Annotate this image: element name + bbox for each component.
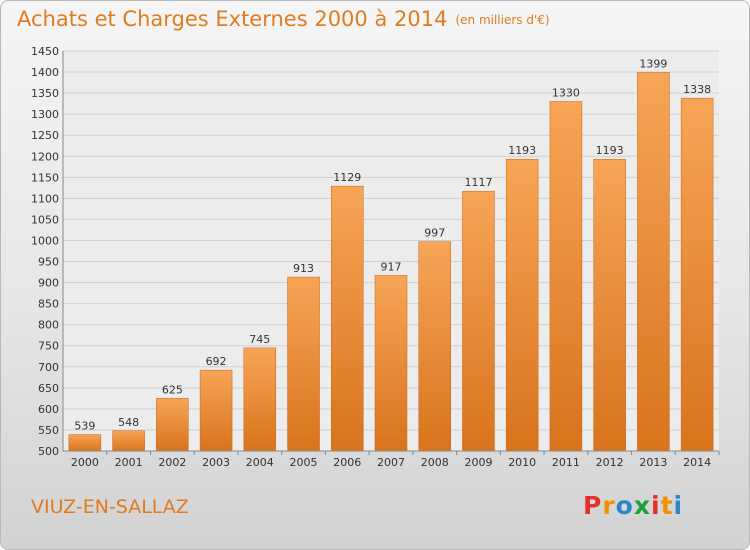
- x-tick-label-2000: 2000: [71, 456, 99, 469]
- y-tick-label: 650: [38, 382, 59, 395]
- y-tick-label: 750: [38, 340, 59, 353]
- data-label-2009: 1117: [464, 176, 492, 189]
- x-tick-label-2003: 2003: [202, 456, 230, 469]
- data-label-2010: 1193: [508, 144, 536, 157]
- x-tick-label-2014: 2014: [683, 456, 711, 469]
- x-tick-label-2009: 2009: [464, 456, 492, 469]
- y-tick-label: 1400: [31, 66, 59, 79]
- bar-2014: [680, 97, 714, 452]
- data-label-2014: 1338: [683, 83, 711, 96]
- y-tick-label: 850: [38, 298, 59, 311]
- bar-2013: [637, 72, 670, 452]
- data-label-2004: 745: [249, 333, 270, 346]
- bar-2005: [287, 276, 320, 452]
- x-tick-label-2012: 2012: [596, 456, 624, 469]
- x-tick-label-2001: 2001: [115, 456, 143, 469]
- logo-letter: r: [602, 491, 616, 520]
- y-tick-label: 950: [38, 256, 59, 269]
- data-label-2001: 548: [118, 416, 139, 429]
- logo-letter: o: [615, 491, 634, 520]
- y-tick-label: 800: [38, 319, 59, 332]
- logo-letter: x: [633, 491, 651, 520]
- x-tick-label-2011: 2011: [552, 456, 580, 469]
- data-label-2000: 539: [74, 420, 95, 433]
- proxiti-logo[interactable]: Proxiti: [583, 491, 683, 520]
- data-label-2012: 1193: [596, 144, 624, 157]
- bar-2012: [593, 158, 626, 452]
- logo-letter: i: [651, 491, 661, 520]
- chart-title-text: Achats et Charges Externes 2000 à 2014: [17, 7, 448, 31]
- x-tick-label-2005: 2005: [290, 456, 318, 469]
- y-tick-label: 1350: [31, 87, 59, 100]
- x-tick-label-2004: 2004: [246, 456, 274, 469]
- x-tick-label-2006: 2006: [333, 456, 361, 469]
- y-tick-label: 1200: [31, 150, 59, 163]
- bar-2003: [199, 369, 233, 452]
- bars: 539 548 625 692 745 913 1129 917 997 1117 1193 1330…: [68, 57, 714, 452]
- data-label-2006: 1129: [333, 171, 361, 184]
- chart-title: Achats et Charges Externes 2000 à 2014 (e…: [17, 7, 550, 31]
- data-label-2002: 625: [162, 383, 183, 396]
- logo-letter: P: [583, 491, 603, 520]
- data-label-2003: 692: [206, 355, 227, 368]
- y-tick-label: 550: [38, 424, 59, 437]
- bar-2002: [156, 398, 189, 452]
- x-tick-label-2013: 2013: [639, 456, 667, 469]
- y-tick-label: 1050: [31, 213, 59, 226]
- y-tick-label: 1150: [31, 171, 59, 184]
- data-label-2008: 997: [424, 227, 445, 240]
- bar-2004: [243, 347, 277, 452]
- y-tick-label: 1100: [31, 192, 59, 205]
- x-tick-label-2002: 2002: [158, 456, 186, 469]
- logo-letter: i: [673, 491, 684, 520]
- data-label-2005: 913: [293, 262, 314, 275]
- bar-2011: [549, 101, 583, 452]
- y-tick-label: 1450: [31, 45, 59, 58]
- y-tick-label: 1300: [31, 108, 59, 121]
- y-tick-label: 1000: [31, 234, 59, 247]
- data-label-2013: 1399: [639, 57, 667, 70]
- chart-subtitle: (en milliers d'€): [455, 13, 550, 27]
- data-label-2011: 1330: [552, 87, 580, 100]
- bar-2007: [374, 275, 408, 452]
- y-tick-label: 900: [38, 277, 59, 290]
- bar-2008: [418, 241, 451, 452]
- y-tick-label: 1250: [31, 129, 59, 142]
- commune-name: VIUZ-EN-SALLAZ: [31, 496, 189, 518]
- bar-2001: [112, 430, 145, 452]
- x-tick-label-2010: 2010: [508, 456, 536, 469]
- axes: 500 550 600 650 700 750 800 850 900 950 1000 1050 11…: [31, 45, 720, 469]
- x-tick-label-2007: 2007: [377, 456, 405, 469]
- bar-2006: [331, 185, 364, 452]
- data-label-2007: 917: [381, 260, 402, 273]
- bar-2009: [462, 190, 495, 452]
- x-tick-label-2008: 2008: [421, 456, 449, 469]
- y-tick-label: 500: [38, 445, 59, 458]
- logo-letter: t: [660, 491, 674, 520]
- y-tick-label: 600: [38, 403, 59, 416]
- y-tick-label: 700: [38, 361, 59, 374]
- bar-2010: [505, 158, 539, 452]
- bar-2000: [68, 434, 102, 452]
